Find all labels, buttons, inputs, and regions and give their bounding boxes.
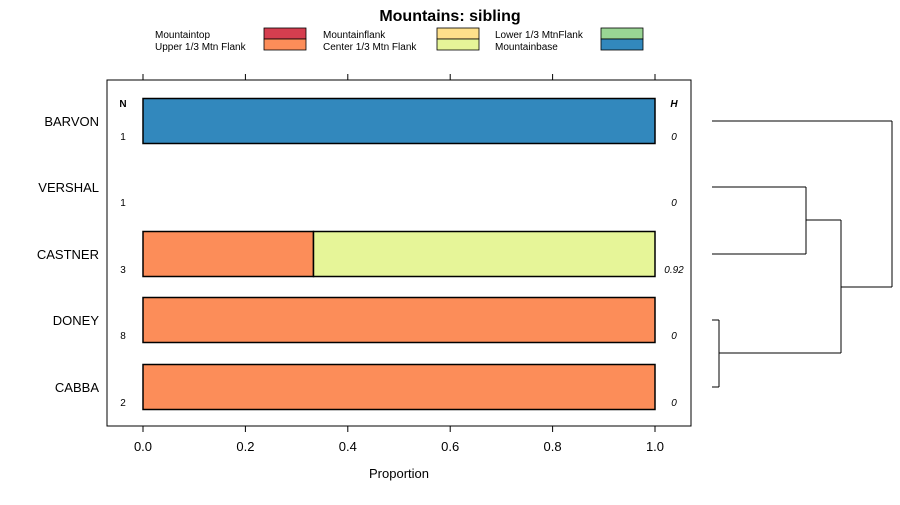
x-tick-label: 0.6 [441,439,459,454]
legend-label: Mountaintop [155,30,210,41]
h-value: 0 [671,198,677,209]
h-column-header: H [670,99,678,110]
legend-swatch [436,27,480,40]
n-value: 1 [120,132,126,143]
x-tick-label: 0.0 [134,439,152,454]
n-value: 3 [120,265,126,276]
bar-segment [142,97,656,145]
h-value: 0 [671,398,677,409]
h-value: 0 [671,331,677,342]
x-axis: 0.0 0.2 0.4 0.6 0.8 1.0 [134,74,664,454]
plot-frame [106,79,692,427]
chart-rows: BARVON 1 0 VERSHAL 1 0 CASTNER 3 0.92 DONEY 8 0 CABB… [37,97,684,411]
x-tick-label: 1.0 [646,439,664,454]
h-value: 0 [671,132,677,143]
bar-segment [142,363,656,411]
dendrogram [712,120,893,388]
bar-segment [312,230,656,278]
row-label: VERSHAL [38,180,99,195]
row-label: BARVON [44,114,99,129]
legend-swatch [263,38,307,51]
n-value: 8 [120,331,126,342]
legend-swatch [600,27,644,40]
legend-swatch [600,38,644,51]
bar-segment [142,230,315,278]
legend-label: Upper 1/3 Mtn Flank [155,42,247,53]
row-label: CASTNER [37,247,99,262]
x-tick-label: 0.2 [236,439,254,454]
n-value: 2 [120,398,126,409]
legend-label: Mountainbase [495,42,558,53]
n-value: 1 [120,198,126,209]
legend-swatch [263,27,307,40]
n-column-header: N [119,99,126,110]
x-tick-label: 0.8 [544,439,562,454]
row-label: CABBA [55,380,99,395]
legend-label: Lower 1/3 MtnFlank [495,30,584,41]
legend-swatch [436,38,480,51]
row-label: DONEY [53,313,100,328]
x-axis-title: Proportion [369,466,429,481]
x-tick-label: 0.4 [339,439,357,454]
chart-title: Mountains: sibling [379,8,520,25]
legend-label: Mountainflank [323,30,386,41]
h-value: 0.92 [664,265,684,276]
bar-segment [142,296,656,344]
legend-label: Center 1/3 Mtn Flank [323,42,417,53]
